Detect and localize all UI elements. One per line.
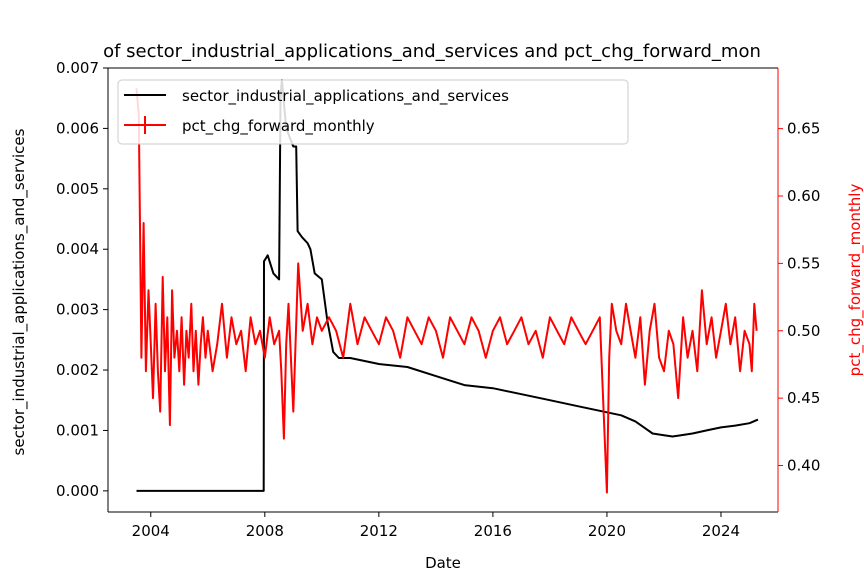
y-right-tick-label: 0.65 [787,120,820,138]
y-left-tick-label: 0.001 [56,421,99,439]
y-left-tick-label: 0.006 [56,119,99,137]
x-ticks: 2004 2008 2012 2016 2020 2024 [132,512,740,540]
legend-frame [117,79,629,145]
x-tick-label: 2016 [474,522,512,540]
legend: sector_industrial_applications_and_servi… [117,79,629,145]
y-left-tick-label: 0.005 [56,180,99,198]
series-line-pct-chg-forward-monthly [135,88,758,494]
y-left-axis-label: sector_industrial_applications_and_servi… [10,128,29,455]
y-right-tick-label: 0.45 [787,389,820,407]
y-right-tick-label: 0.55 [787,254,820,272]
chart-title: of sector_industrial_applications_and_se… [103,41,761,62]
y-left-ticks: 0.000 0.001 0.002 0.003 0.004 0.005 0.006 0.007 [56,59,108,500]
y-left-tick-label: 0.007 [56,59,99,77]
legend-label-left-series: sector_industrial_applications_and_servi… [182,87,509,106]
y-right-tick-label: 0.40 [787,457,820,475]
x-tick-label: 2012 [360,522,398,540]
y-right-tick-label: 0.50 [787,322,820,340]
legend-label-right-series: pct_chg_forward_monthly [182,117,375,136]
x-axis-label: Date [425,554,461,572]
axes-frame [107,67,779,513]
x-tick-label: 2020 [588,522,626,540]
x-tick-label: 2008 [246,522,284,540]
y-left-tick-label: 0.000 [56,482,99,500]
x-tick-label: 2024 [702,522,740,540]
y-left-tick-label: 0.002 [56,361,99,379]
y-right-tick-label: 0.60 [787,187,820,205]
y-right-axis-label: pct_chg_forward_monthly [846,184,864,377]
y-left-tick-label: 0.003 [56,301,99,319]
y-right-ticks: 0.40 0.45 0.50 0.55 0.60 0.65 [778,120,820,475]
y-left-tick-label: 0.004 [56,240,99,258]
x-tick-label: 2004 [132,522,170,540]
